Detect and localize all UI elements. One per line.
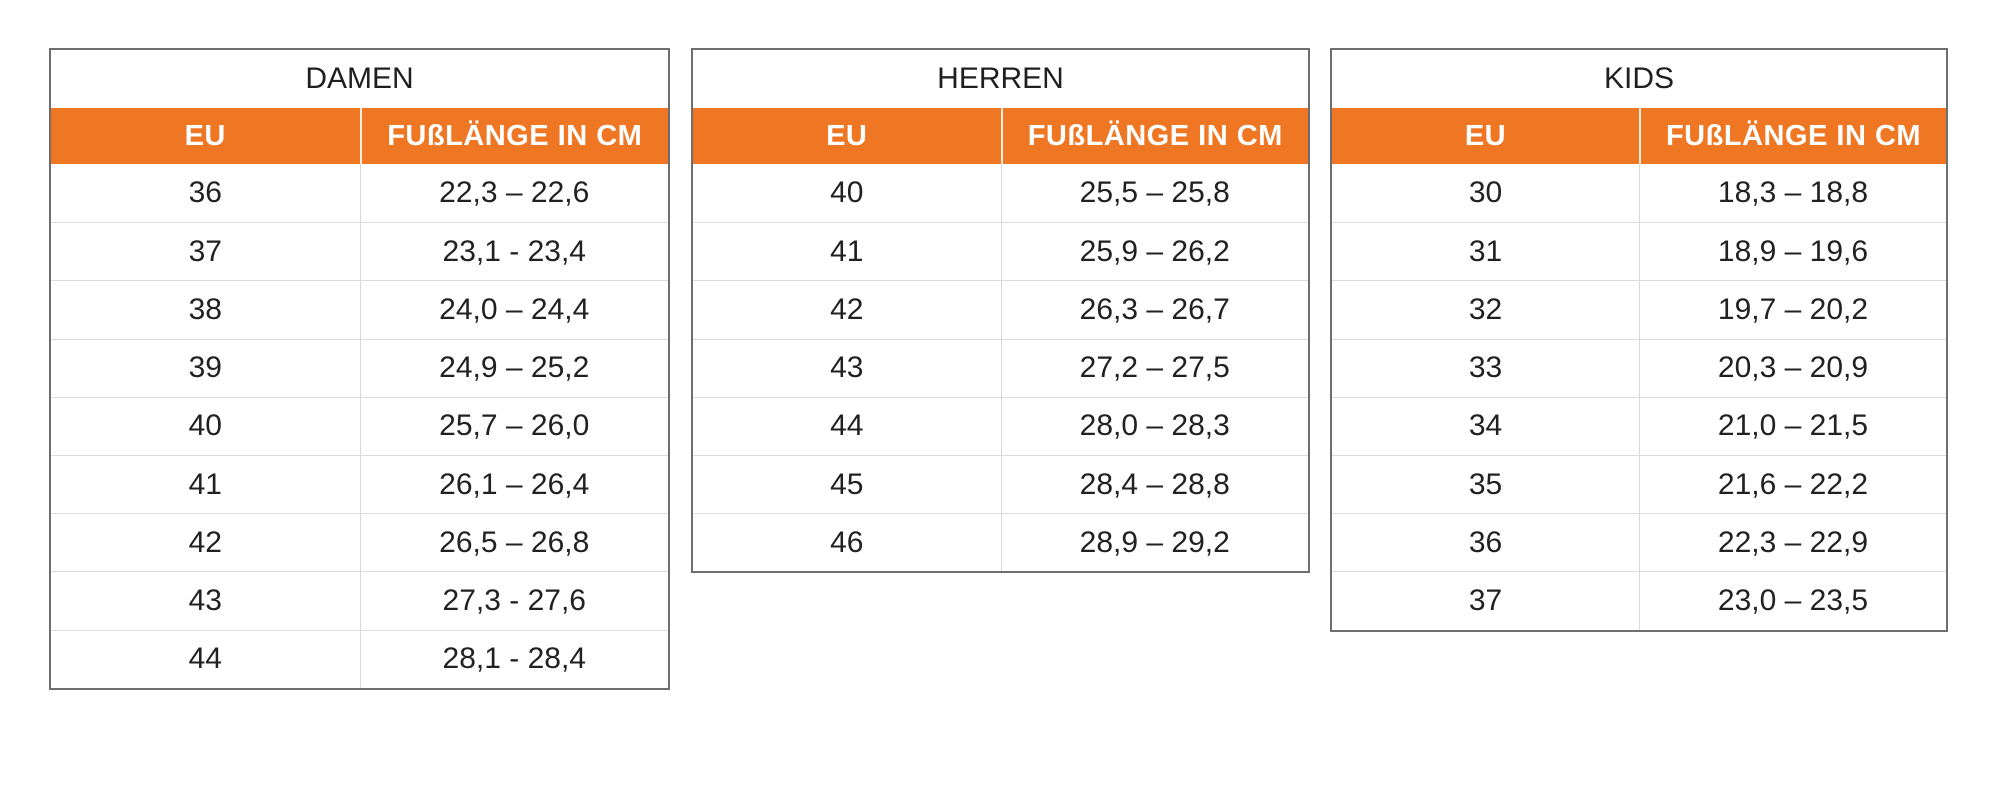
- table-row: 43 27,3 - 27,6: [51, 571, 669, 630]
- foot-length-cell: 26,3 – 26,7: [1000, 281, 1309, 339]
- column-header-footlength: FUßLÄNGE IN CM: [359, 108, 669, 164]
- foot-length-cell: 24,0 – 24,4: [359, 281, 669, 339]
- foot-length-cell: 27,2 – 27,5: [1000, 339, 1309, 397]
- foot-length-cell: 24,9 – 25,2: [359, 339, 669, 397]
- foot-length-cell: 25,9 – 26,2: [1000, 223, 1309, 281]
- table-row: 38 24,0 – 24,4: [51, 280, 669, 339]
- table-row: 34 21,0 – 21,5: [1332, 396, 1946, 455]
- table-row: 41 25,9 – 26,2: [693, 222, 1309, 281]
- eu-size-cell: 32: [1468, 292, 1503, 326]
- table-header-row: EU FUßLÄNGE IN CM: [51, 108, 668, 164]
- foot-length-cell: 18,3 – 18,8: [1639, 164, 1946, 223]
- table-row: 30 18,3 – 18,8: [1332, 164, 1946, 223]
- eu-size-cell: 43: [830, 351, 864, 385]
- table-row: 35 21,6 – 22,2: [1332, 454, 1946, 514]
- eu-size-cell: 46: [830, 525, 864, 559]
- eu-size-cell: 35: [1468, 467, 1503, 501]
- foot-length-cell: 22,3 – 22,9: [1639, 514, 1946, 572]
- table-row: 33 20,3 – 20,9: [1332, 338, 1946, 397]
- eu-size-cell: 30: [1468, 176, 1503, 210]
- eu-size-cell: 31: [1468, 234, 1503, 268]
- eu-size-cell: 36: [1468, 525, 1503, 559]
- column-header-eu: EU: [1464, 119, 1507, 152]
- foot-length-cell: 26,5 – 26,8: [359, 514, 669, 572]
- damen-size-table: DAMEN EU FUßLÄNGE IN CM 36 22,3 – 22,6 37 2…: [49, 48, 670, 690]
- table-title-herren: HERREN: [937, 62, 1064, 95]
- foot-length-cell: 20,3 – 20,9: [1639, 339, 1946, 397]
- table-row: 37 23,1 - 23,4: [51, 222, 669, 281]
- foot-length-cell: 18,9 – 19,6: [1639, 223, 1946, 281]
- table-row: 44 28,1 - 28,4: [51, 629, 669, 688]
- eu-size-cell: 44: [188, 642, 222, 676]
- table-row: 46 28,9 – 29,2: [693, 513, 1309, 572]
- eu-size-cell: 39: [188, 351, 222, 385]
- eu-size-cell: 37: [1468, 583, 1503, 617]
- table-title-damen: DAMEN: [305, 62, 414, 95]
- table-row: 42 26,5 – 26,8: [51, 513, 669, 572]
- table-row: 42 26,3 – 26,7: [693, 280, 1309, 339]
- table-row: 37 23,0 – 23,5: [1332, 571, 1946, 630]
- table-header-row: EU FUßLÄNGE IN CM: [693, 108, 1308, 164]
- table-row: 36 22,3 – 22,9: [1332, 513, 1946, 572]
- foot-length-cell: 21,6 – 22,2: [1639, 455, 1946, 514]
- eu-size-cell: 42: [188, 525, 222, 559]
- foot-length-cell: 25,5 – 25,8: [1000, 164, 1309, 223]
- table-body: 30 18,3 – 18,8 31 18,9 – 19,6 32 19,7 – 20,2 3…: [1332, 164, 1946, 630]
- eu-size-cell: 36: [188, 176, 222, 210]
- kids-size-table: KIDS EU FUßLÄNGE IN CM 30 18,3 – 18,8 31 18…: [1330, 48, 1948, 632]
- foot-length-cell: 25,7 – 26,0: [359, 397, 669, 455]
- eu-size-cell: 43: [188, 583, 222, 617]
- table-row: 44 28,0 – 28,3: [693, 396, 1309, 455]
- eu-size-cell: 42: [830, 292, 864, 326]
- eu-size-cell: 34: [1468, 409, 1503, 443]
- foot-length-cell: 28,9 – 29,2: [1000, 514, 1309, 572]
- column-header-eu: EU: [184, 119, 226, 152]
- eu-size-cell: 41: [830, 234, 864, 268]
- table-row: 41 26,1 – 26,4: [51, 454, 669, 514]
- foot-length-cell: 21,0 – 21,5: [1639, 397, 1946, 455]
- foot-length-cell: 28,1 - 28,4: [359, 630, 669, 688]
- table-row: 45 28,4 – 28,8: [693, 454, 1309, 514]
- table-row: 32 19,7 – 20,2: [1332, 280, 1946, 339]
- foot-length-cell: 26,1 – 26,4: [359, 455, 669, 514]
- table-title-kids: KIDS: [1603, 62, 1675, 95]
- eu-size-cell: 37: [188, 234, 222, 268]
- column-header-footlength: FUßLÄNGE IN CM: [1639, 108, 1946, 164]
- table-body: 40 25,5 – 25,8 41 25,9 – 26,2 42 26,3 – 26,7 4…: [693, 164, 1309, 572]
- table-row: 39 24,9 – 25,2: [51, 338, 669, 397]
- foot-length-cell: 27,3 - 27,6: [359, 572, 669, 630]
- column-header-footlength: FUßLÄNGE IN CM: [1000, 108, 1309, 164]
- table-row: 40 25,7 – 26,0: [51, 396, 669, 455]
- eu-size-cell: 38: [188, 292, 222, 326]
- foot-length-cell: 19,7 – 20,2: [1639, 281, 1946, 339]
- eu-size-cell: 33: [1468, 351, 1503, 385]
- table-row: 40 25,5 – 25,8: [693, 164, 1309, 223]
- foot-length-cell: 22,3 – 22,6: [359, 164, 669, 223]
- foot-length-cell: 28,0 – 28,3: [1000, 397, 1309, 455]
- foot-length-cell: 23,1 - 23,4: [359, 223, 669, 281]
- foot-length-cell: 23,0 – 23,5: [1639, 572, 1946, 630]
- table-header-row: EU FUßLÄNGE IN CM: [1332, 108, 1946, 164]
- eu-size-cell: 40: [830, 176, 864, 210]
- table-row: 31 18,9 – 19,6: [1332, 222, 1946, 281]
- eu-size-cell: 44: [830, 409, 864, 443]
- table-body: 36 22,3 – 22,6 37 23,1 - 23,4 38 24,0 – 24,4 3…: [51, 164, 668, 688]
- herren-size-table: HERREN EU FUßLÄNGE IN CM 40 25,5 – 25,8 41…: [691, 48, 1310, 574]
- eu-size-cell: 45: [830, 467, 864, 501]
- eu-size-cell: 40: [188, 409, 222, 443]
- eu-size-cell: 41: [188, 467, 222, 501]
- table-row: 43 27,2 – 27,5: [693, 338, 1309, 397]
- table-row: 36 22,3 – 22,6: [51, 164, 669, 223]
- column-header-eu: EU: [826, 119, 868, 152]
- foot-length-cell: 28,4 – 28,8: [1000, 455, 1309, 514]
